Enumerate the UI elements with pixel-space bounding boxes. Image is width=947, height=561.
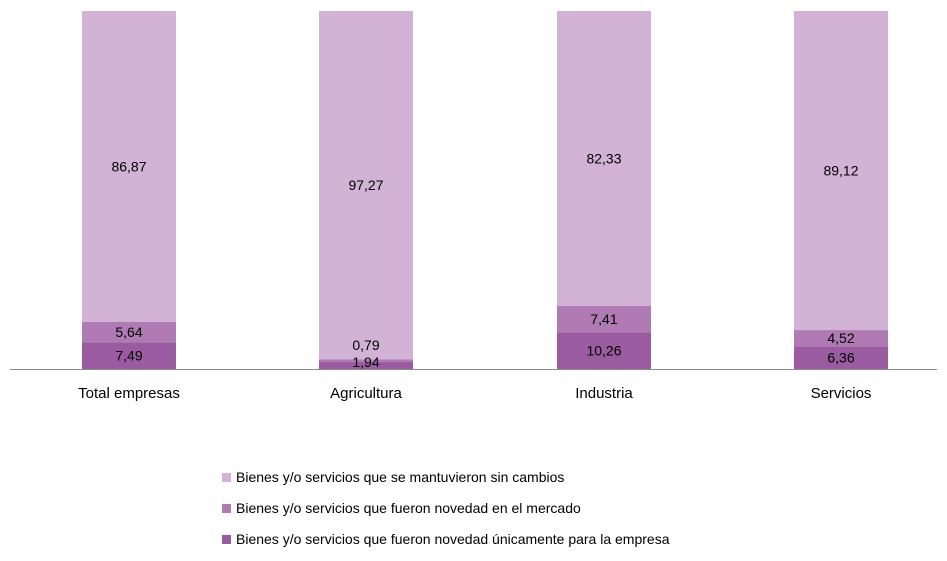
category-label: Industria bbox=[575, 385, 633, 402]
legend-item: Bienes y/o servicios que se mantuvieron … bbox=[222, 468, 822, 486]
data-label: 5,64 bbox=[115, 324, 142, 340]
data-label: 97,27 bbox=[348, 177, 383, 193]
bar-segment bbox=[82, 321, 176, 343]
legend-swatch bbox=[222, 472, 231, 482]
bar-segment bbox=[319, 359, 413, 363]
bar-segment bbox=[557, 305, 651, 333]
category-label: Servicios bbox=[811, 385, 872, 402]
bar-segment bbox=[319, 362, 413, 369]
bar-segment bbox=[794, 346, 888, 369]
category-label: Total empresas bbox=[78, 385, 180, 402]
legend-swatch bbox=[222, 503, 231, 513]
legend-label: Bienes y/o servicios que fueron novedad … bbox=[236, 531, 670, 547]
legend-item: Bienes y/o servicios que fueron novedad … bbox=[222, 499, 822, 517]
data-label: 10,26 bbox=[586, 343, 621, 359]
legend: Bienes y/o servicios que se mantuvieron … bbox=[222, 468, 822, 561]
legend-label: Bienes y/o servicios que fueron novedad … bbox=[236, 500, 581, 516]
data-label: 7,41 bbox=[590, 311, 617, 327]
legend-item: Bienes y/o servicios que fueron novedad … bbox=[222, 530, 822, 548]
bar-segment bbox=[557, 11, 651, 306]
bar-segment bbox=[82, 11, 176, 322]
bar-segment bbox=[794, 330, 888, 347]
legend-label: Bienes y/o servicios que se mantuvieron … bbox=[236, 469, 565, 485]
data-label: 82,33 bbox=[586, 150, 621, 166]
data-label: 89,12 bbox=[823, 163, 858, 179]
bars-group bbox=[82, 11, 888, 369]
data-label: 7,49 bbox=[115, 348, 142, 364]
data-label: 86,87 bbox=[111, 158, 146, 174]
data-label: 4,52 bbox=[827, 330, 854, 346]
category-label: Agricultura bbox=[330, 385, 402, 402]
bar-segment bbox=[319, 11, 413, 360]
data-label: 1,94 bbox=[352, 354, 379, 370]
bar-segment bbox=[82, 342, 176, 369]
segment-labels-group: 7,49 5,64 86,87 1,940,79 97,27 10,26 7,41 82,33… bbox=[111, 150, 858, 370]
data-label: 0,79 bbox=[352, 337, 379, 353]
data-label: 6,36 bbox=[827, 350, 854, 366]
category-labels-group: Total empresas Agricultura Industria Servic… bbox=[78, 385, 871, 402]
bar-segment bbox=[557, 332, 651, 369]
bar-segment bbox=[794, 11, 888, 331]
legend-swatch bbox=[222, 534, 231, 544]
